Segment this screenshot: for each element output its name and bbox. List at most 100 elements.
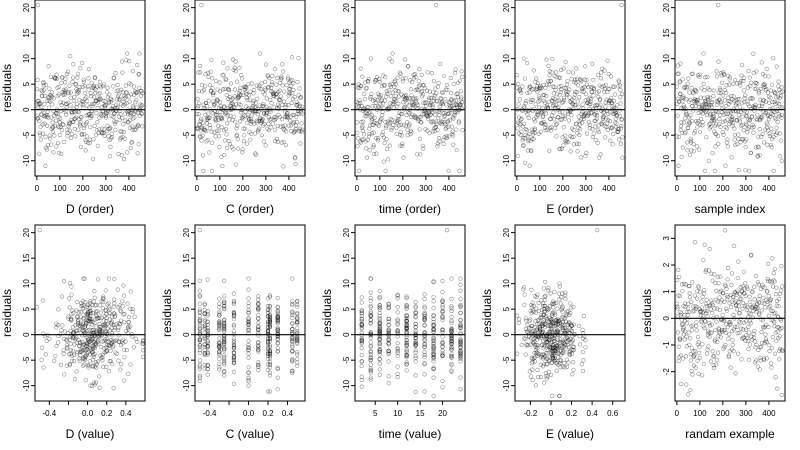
data-point <box>695 320 699 324</box>
data-point <box>234 60 238 64</box>
data-point <box>60 328 64 332</box>
data-point <box>704 302 708 306</box>
data-point <box>701 295 705 299</box>
data-point <box>70 359 74 363</box>
data-point <box>79 145 83 149</box>
data-point <box>585 151 589 155</box>
data-point <box>38 228 42 232</box>
data-point <box>567 119 571 123</box>
data-point <box>69 96 73 100</box>
data-point <box>682 121 686 125</box>
data-point <box>279 95 283 99</box>
data-point <box>685 141 689 145</box>
x-tick-label: 0.0 <box>82 409 94 418</box>
data-point <box>767 325 771 329</box>
data-point <box>582 358 586 362</box>
data-point <box>81 364 85 368</box>
data-point <box>41 123 45 127</box>
y-axis-label: residuals <box>640 64 654 112</box>
plot-frame <box>675 225 785 401</box>
data-point <box>53 134 57 138</box>
data-point <box>543 280 547 284</box>
x-tick-label: 0 <box>195 184 200 193</box>
data-point <box>424 100 428 104</box>
data-point <box>198 289 202 293</box>
data-point <box>222 61 226 65</box>
data-point <box>252 88 256 92</box>
data-point <box>368 132 372 136</box>
data-point <box>232 292 236 296</box>
data-point <box>529 375 533 379</box>
data-point <box>729 366 733 370</box>
data-point <box>73 377 77 381</box>
data-point <box>281 84 285 88</box>
data-point <box>62 140 66 144</box>
data-point <box>703 88 707 92</box>
data-point <box>369 341 373 345</box>
data-point <box>137 142 141 146</box>
data-point <box>681 78 685 82</box>
data-point <box>677 275 681 279</box>
data-point <box>280 141 284 145</box>
data-point <box>747 69 751 73</box>
data-point <box>759 87 763 91</box>
data-point <box>556 356 560 360</box>
data-point <box>748 295 752 299</box>
data-point <box>414 374 418 378</box>
data-point <box>523 303 527 307</box>
data-point <box>775 299 779 303</box>
data-point <box>73 127 77 131</box>
data-point <box>442 142 446 146</box>
data-point <box>772 169 776 173</box>
panel-7: -10-505101520-0.4 0.0 0.2 0.4C (value)resid… <box>160 225 305 441</box>
data-point <box>707 321 711 325</box>
data-point <box>522 286 526 290</box>
data-point <box>94 325 98 329</box>
data-point <box>360 346 364 350</box>
y-tick-label: -5 <box>342 356 351 364</box>
data-point <box>396 341 400 345</box>
x-tick-label: 100 <box>53 184 67 193</box>
data-point <box>131 69 135 73</box>
data-point <box>689 359 693 363</box>
data-point <box>432 306 436 310</box>
data-point <box>751 290 755 294</box>
data-point <box>198 279 202 283</box>
data-point <box>122 122 126 126</box>
y-tick-label: 0 <box>662 316 671 321</box>
data-point <box>769 89 773 93</box>
data-point <box>222 294 226 298</box>
data-point <box>563 117 567 121</box>
y-tick-label: 5 <box>662 81 671 86</box>
data-point <box>282 165 286 169</box>
data-point <box>218 362 222 366</box>
data-point <box>620 92 624 96</box>
data-point <box>112 277 116 281</box>
data-point <box>357 169 361 173</box>
data-point <box>216 88 220 92</box>
data-point <box>40 358 44 362</box>
data-point <box>767 314 771 318</box>
data-point <box>559 365 563 369</box>
data-point <box>291 277 295 281</box>
data-point <box>703 243 707 247</box>
x-tick-label: 5 <box>373 409 378 418</box>
data-point <box>68 129 72 133</box>
y-tick-label: 0 <box>22 107 31 112</box>
x-tick-label: 200 <box>716 184 730 193</box>
data-point <box>690 369 694 373</box>
data-point <box>569 150 573 154</box>
data-point <box>728 333 732 337</box>
data-point <box>690 86 694 90</box>
data-point <box>137 86 141 90</box>
data-point <box>83 310 87 314</box>
data-point <box>41 132 45 136</box>
data-point <box>54 145 58 149</box>
x-axis-label: time (value) <box>379 427 442 441</box>
data-point <box>552 118 556 122</box>
data-point <box>386 158 390 162</box>
data-point <box>769 362 773 366</box>
data-point <box>726 278 730 282</box>
data-point <box>47 106 51 110</box>
data-point <box>571 71 575 75</box>
